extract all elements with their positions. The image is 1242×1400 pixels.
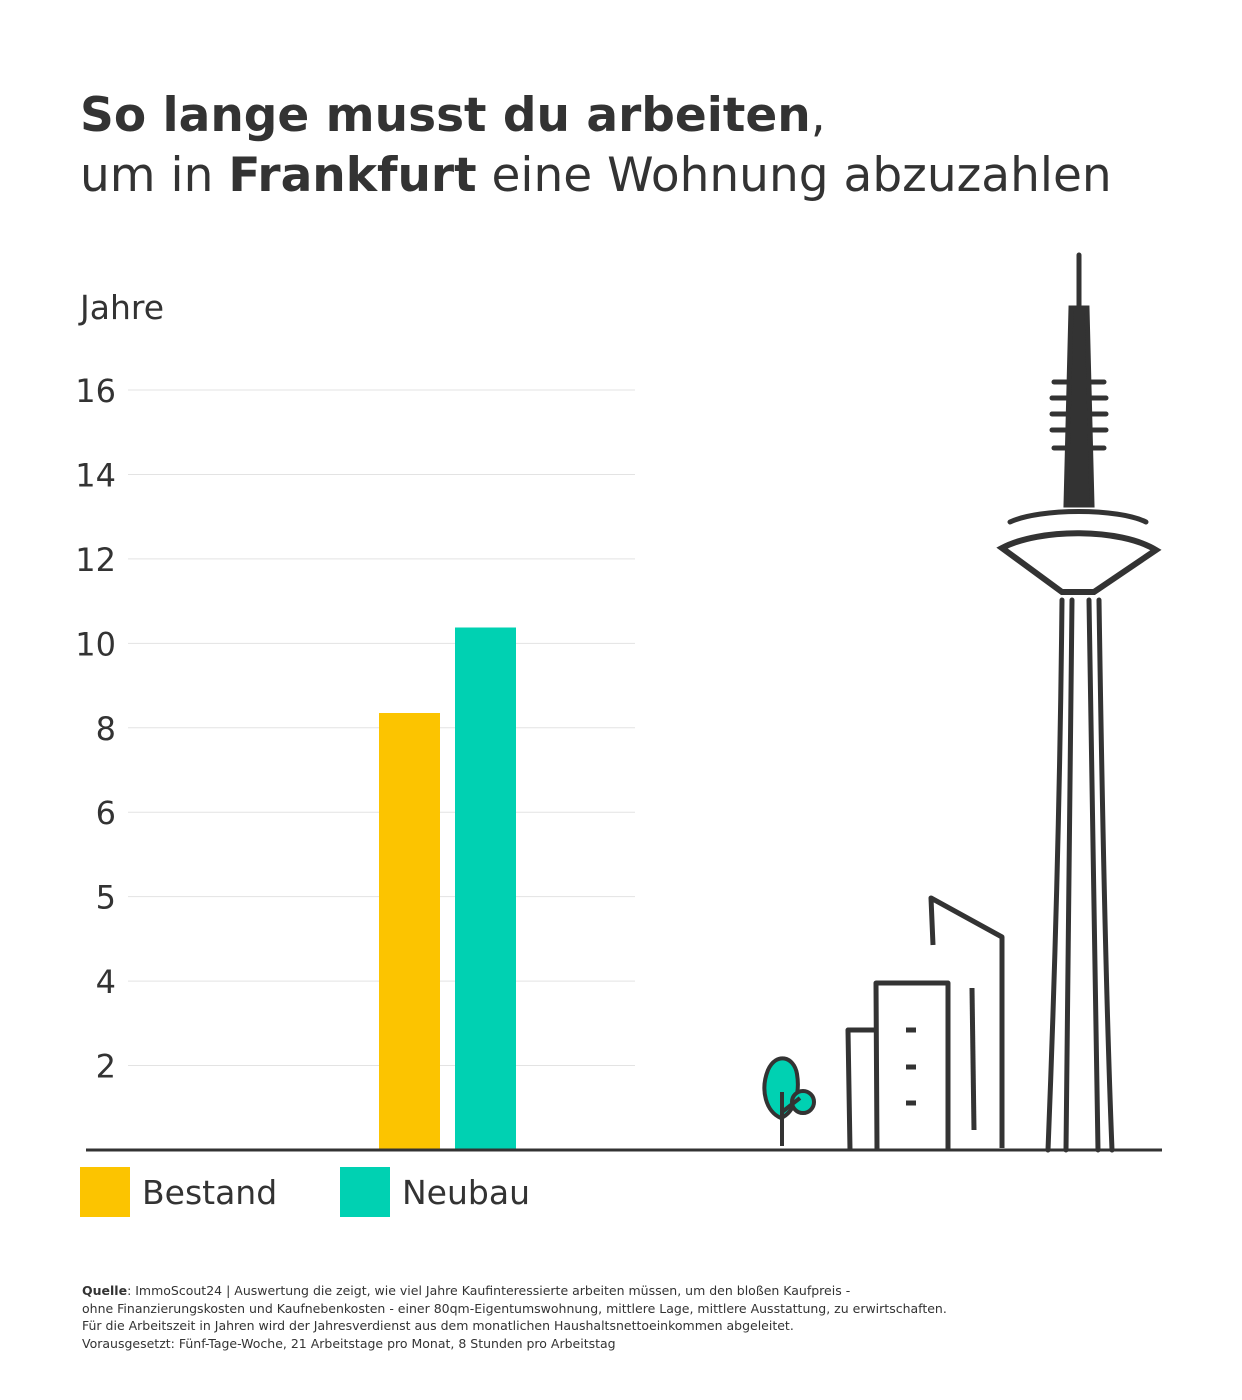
- footnote-line-1-text: : ImmoScout24 | Auswertung die zeigt, wi…: [127, 1283, 851, 1298]
- y-tick-label: 2: [96, 1048, 116, 1086]
- legend-item-neubau: Neubau: [340, 1166, 530, 1218]
- title-line2: um in Frankfurt eine Wohnung abzuzahlen: [80, 146, 1112, 206]
- legend-label-bestand: Bestand: [142, 1172, 278, 1212]
- footnote-line-3: Für die Arbeitszeit in Jahren wird der J…: [82, 1318, 794, 1333]
- office-buildings-icon: [845, 895, 1005, 1151]
- bar-neubau: [455, 627, 516, 1150]
- tv-tower-icon: [996, 252, 1162, 1153]
- y-tick-label: 14: [75, 456, 116, 494]
- tree-icon: [762, 1056, 816, 1146]
- y-tick-label: 5: [96, 879, 116, 917]
- title-line2-post: eine Wohnung abzuzahlen: [476, 148, 1112, 203]
- y-tick-label: 16: [75, 372, 116, 410]
- legend-swatch-bestand: [80, 1167, 130, 1217]
- y-tick-label: 10: [75, 625, 116, 663]
- legend-label-neubau: Neubau: [402, 1172, 530, 1212]
- title-city: Frankfurt: [228, 148, 477, 203]
- legend-swatch-neubau: [340, 1167, 390, 1217]
- footnote-line-4: Vorausgesetzt: Fünf-Tage-Woche, 21 Arbei…: [82, 1335, 616, 1351]
- y-tick-label: 4: [96, 963, 116, 1001]
- y-tick-label: 6: [96, 794, 116, 832]
- footnote-line-2: ohne Finanzierungskosten und Kaufnebenko…: [82, 1300, 947, 1316]
- footnote-source-label: Quelle: [82, 1283, 128, 1298]
- source-footnote: Quelle: ImmoScout24 | Auswertung die zei…: [82, 1282, 1182, 1352]
- title-line1: So lange musst du arbeiten,: [80, 88, 826, 143]
- title-line1-bold: So lange musst du arbeiten: [80, 88, 811, 143]
- legend-item-bestand: Bestand: [80, 1166, 277, 1218]
- footnote-line-1: Quelle: ImmoScout24 | Auswertung die zei…: [82, 1282, 1182, 1300]
- bars: [379, 627, 516, 1150]
- y-axis-label: Jahre: [80, 288, 165, 327]
- y-tick-labels: 2 4 5 6 8 10 12 14 16: [75, 372, 116, 1086]
- title-line1-rest: ,: [810, 88, 826, 143]
- chart-title: So lange musst du arbeiten, um in Frankf…: [80, 86, 1112, 206]
- y-tick-label: 8: [96, 710, 116, 748]
- bar-bestand: [379, 713, 440, 1150]
- y-tick-label: 12: [75, 541, 116, 579]
- title-line2-pre: um in: [80, 148, 229, 203]
